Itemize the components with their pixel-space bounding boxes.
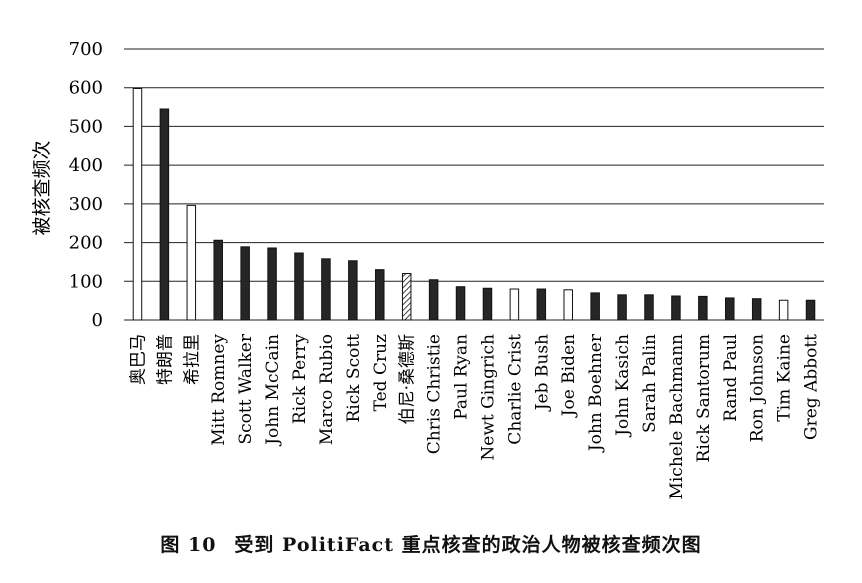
x-tick-label: Rick Santorum <box>694 334 714 462</box>
y-tick-label: 600 <box>69 78 103 99</box>
bar <box>617 294 627 321</box>
bar-chart: 0 100 200 300 400 500 600 700 奥巴马 特朗普 希拉里 Mitt Rom… <box>31 39 824 500</box>
bar <box>455 286 466 321</box>
bar <box>132 87 143 321</box>
caption-number: 图 10 <box>160 534 217 556</box>
x-tick-label: 伯尼·桑德斯 <box>398 334 418 424</box>
x-tick-label: Greg Abbott <box>802 334 822 440</box>
figure-caption: 图 10 受到 PolitiFact 重点核查的政治人物被核查频次图 <box>0 530 862 557</box>
bar <box>482 287 493 321</box>
x-tick-label: Tim Kaine <box>775 334 795 422</box>
x-tick-label: Newt Gingrich <box>478 334 498 461</box>
gridlines <box>124 48 824 321</box>
x-tick-label: Jeb Bush <box>532 334 552 412</box>
x-tick-label: Ron Johnson <box>748 334 768 442</box>
x-tick-label: 特朗普 <box>155 334 175 385</box>
bar <box>778 299 789 321</box>
x-tick-label: Scott Walker <box>236 333 256 444</box>
bar <box>213 239 223 321</box>
bar <box>401 273 412 321</box>
bar <box>590 292 600 321</box>
x-tick-label: John Kasich <box>613 334 633 438</box>
bar <box>698 295 708 321</box>
x-tick-label: Ted Cruz <box>371 334 391 411</box>
bar <box>644 294 654 321</box>
y-tick-label: 400 <box>69 155 103 176</box>
x-tick-label: Mitt Romney <box>209 334 229 446</box>
x-tick-labels: 奥巴马 特朗普 希拉里 Mitt Romney Scott Walker John McC… <box>128 333 821 499</box>
bars <box>132 87 816 321</box>
bar <box>186 204 197 321</box>
x-tick-label: Chris Christie <box>425 334 445 454</box>
bar <box>159 108 170 321</box>
x-tick-label: Marco Rubio <box>317 334 337 445</box>
y-tick-label: 700 <box>69 39 103 60</box>
bar <box>671 295 681 321</box>
bar <box>267 247 277 321</box>
bar <box>348 260 358 321</box>
x-tick-label: John Boehner <box>586 333 606 453</box>
bar <box>321 258 331 321</box>
y-tick-label: 300 <box>69 194 103 215</box>
bar <box>509 288 520 321</box>
x-tick-label: Joe Biden <box>559 334 579 418</box>
y-tick-label: 0 <box>92 310 103 331</box>
bar <box>805 299 816 321</box>
bar <box>725 297 735 321</box>
y-tick-labels: 0 100 200 300 400 500 600 700 <box>69 39 103 331</box>
bar <box>294 252 304 321</box>
x-tick-label: Charlie Crist <box>505 334 525 445</box>
bar <box>428 279 439 321</box>
x-tick-label: Rand Paul <box>721 334 741 422</box>
x-tick-label: Michele Bachmann <box>667 334 687 500</box>
x-tick-label: Rick Perry <box>290 334 310 424</box>
x-tick-label: John McCain <box>263 334 283 447</box>
y-tick-label: 500 <box>69 116 103 137</box>
y-tick-label: 100 <box>69 271 103 292</box>
bar <box>240 246 250 321</box>
y-axis-label: 被核查频次 <box>31 140 53 235</box>
bar <box>751 298 762 321</box>
x-tick-label: 希拉里 <box>182 334 202 385</box>
caption-text: 受到 PolitiFact 重点核查的政治人物被核查频次图 <box>234 534 702 556</box>
bar <box>375 269 385 321</box>
bar <box>536 288 547 321</box>
x-tick-label: Paul Ryan <box>452 334 472 420</box>
y-tick-label: 200 <box>69 233 103 254</box>
x-tick-label: 奥巴马 <box>128 334 148 385</box>
bar <box>563 289 573 321</box>
x-tick-label: Rick Scott <box>344 334 364 423</box>
x-tick-label: Sarah Palin <box>640 334 660 433</box>
